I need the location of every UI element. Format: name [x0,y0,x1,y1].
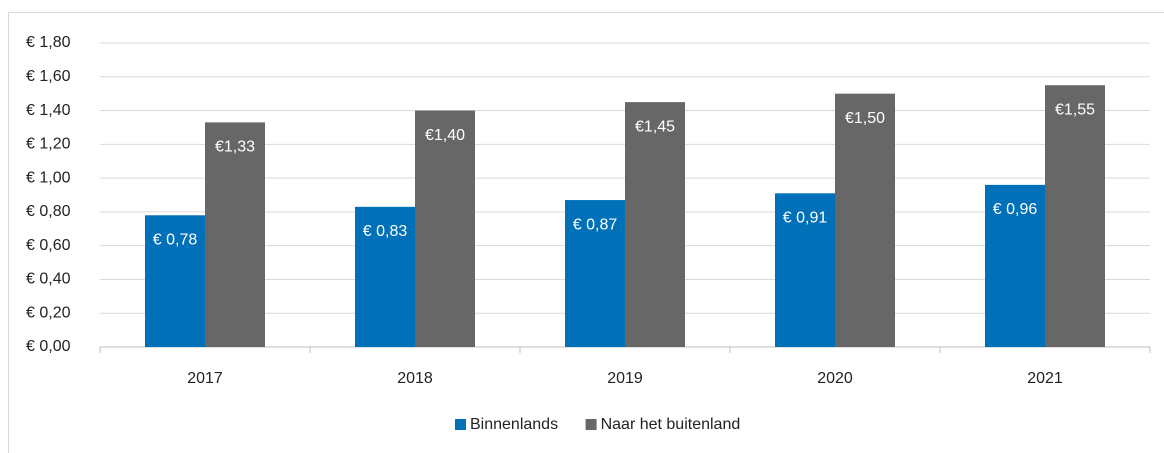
x-tick-label: 2020 [817,370,853,387]
data-label: € 0,96 [993,201,1038,218]
data-label: €1,40 [425,127,465,144]
data-label: €1,50 [845,110,885,127]
bar [145,215,205,347]
legend-swatch [455,419,466,430]
data-label: €1,33 [215,139,255,156]
data-label: € 0,91 [783,210,828,227]
chart-border [8,12,1164,453]
data-label: € 0,78 [153,231,198,248]
bar [1045,85,1105,347]
data-label: €1,45 [635,118,675,135]
y-tick-label: € 0,20 [26,304,71,321]
bar [625,102,685,347]
data-label: € 0,87 [573,216,618,233]
data-label: € 0,83 [363,223,408,240]
x-tick-label: 2018 [397,370,433,387]
y-tick-label: € 1,80 [26,34,71,51]
bar [415,110,475,347]
bar [985,184,1045,347]
data-label: €1,55 [1055,101,1095,118]
y-tick-label: € 0,00 [26,338,71,355]
y-tick-label: € 1,60 [26,68,71,85]
legend-swatch [585,419,597,430]
bar [205,122,265,347]
x-tick-label: 2019 [607,370,643,387]
y-tick-label: € 1,40 [26,102,71,119]
y-tick-label: € 1,20 [26,136,71,153]
bar [775,193,835,347]
legend-label: Naar het buitenland [601,416,741,433]
y-tick-label: € 1,00 [26,169,71,186]
y-tick-label: € 0,80 [26,203,71,220]
legend-label: Binnenlands [470,416,558,433]
y-tick-label: € 0,60 [26,237,71,254]
bar [565,200,625,347]
x-tick-label: 2021 [1027,370,1063,387]
bar [835,93,895,348]
x-tick-label: 2017 [187,370,223,387]
y-tick-label: € 0,40 [26,271,71,288]
bar [355,206,415,347]
